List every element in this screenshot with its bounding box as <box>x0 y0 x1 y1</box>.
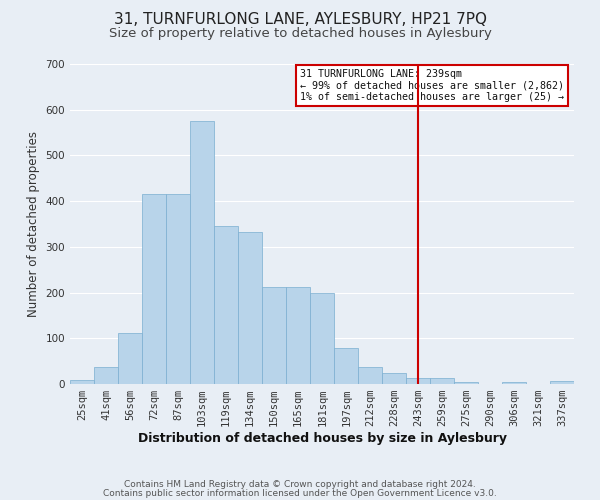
Bar <box>502 382 526 384</box>
Text: Size of property relative to detached houses in Aylesbury: Size of property relative to detached ho… <box>109 28 491 40</box>
Bar <box>70 380 94 384</box>
Bar <box>550 381 574 384</box>
Bar <box>406 378 430 384</box>
Bar <box>358 366 382 384</box>
Bar <box>190 121 214 384</box>
Bar <box>118 333 142 384</box>
Bar <box>310 292 334 384</box>
Bar <box>166 194 190 384</box>
Text: Contains public sector information licensed under the Open Government Licence v3: Contains public sector information licen… <box>103 488 497 498</box>
Bar <box>382 372 406 384</box>
Bar <box>286 286 310 384</box>
Bar <box>430 378 454 384</box>
Bar <box>334 348 358 384</box>
Bar <box>454 382 478 384</box>
Bar <box>214 226 238 384</box>
Bar <box>238 232 262 384</box>
Bar <box>94 366 118 384</box>
Bar <box>262 286 286 384</box>
X-axis label: Distribution of detached houses by size in Aylesbury: Distribution of detached houses by size … <box>138 432 507 445</box>
Text: 31, TURNFURLONG LANE, AYLESBURY, HP21 7PQ: 31, TURNFURLONG LANE, AYLESBURY, HP21 7P… <box>113 12 487 28</box>
Bar <box>142 194 166 384</box>
Text: 31 TURNFURLONG LANE: 239sqm
← 99% of detached houses are smaller (2,862)
1% of s: 31 TURNFURLONG LANE: 239sqm ← 99% of det… <box>299 69 563 102</box>
Text: Contains HM Land Registry data © Crown copyright and database right 2024.: Contains HM Land Registry data © Crown c… <box>124 480 476 489</box>
Y-axis label: Number of detached properties: Number of detached properties <box>27 131 40 317</box>
